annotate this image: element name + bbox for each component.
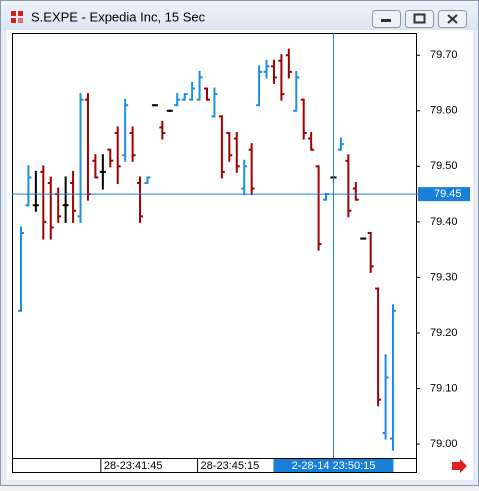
crosshair-time-box	[273, 459, 394, 472]
scroll-arrow[interactable]	[452, 459, 467, 473]
y-tick-label: 79.20	[430, 327, 458, 339]
app-icon	[11, 11, 23, 23]
minimize-button[interactable]	[372, 10, 401, 28]
x-tick-label: 28-23:45:15	[201, 460, 260, 472]
y-tick-label: 79.70	[430, 49, 458, 61]
y-tick-label: 79.00	[430, 438, 458, 450]
y-tick-label: 79.30	[430, 271, 458, 283]
y-tick-label: 79.40	[430, 216, 458, 228]
crosshair-price-box	[418, 187, 470, 202]
crosshair-price-label: 79.45	[434, 188, 462, 200]
window-title: S.EXPE - Expedia Inc, 15 Sec	[31, 9, 206, 24]
close-button[interactable]	[438, 10, 467, 28]
y-tick-label: 79.50	[430, 160, 458, 172]
maximize-button[interactable]	[405, 10, 434, 28]
crosshair-time-label: 2-28-14 23:50:15	[292, 460, 376, 472]
y-tick-label: 79.10	[430, 382, 458, 394]
x-tick-label: 28-23:41:45	[104, 460, 163, 472]
y-tick-label: 79.60	[430, 105, 458, 117]
